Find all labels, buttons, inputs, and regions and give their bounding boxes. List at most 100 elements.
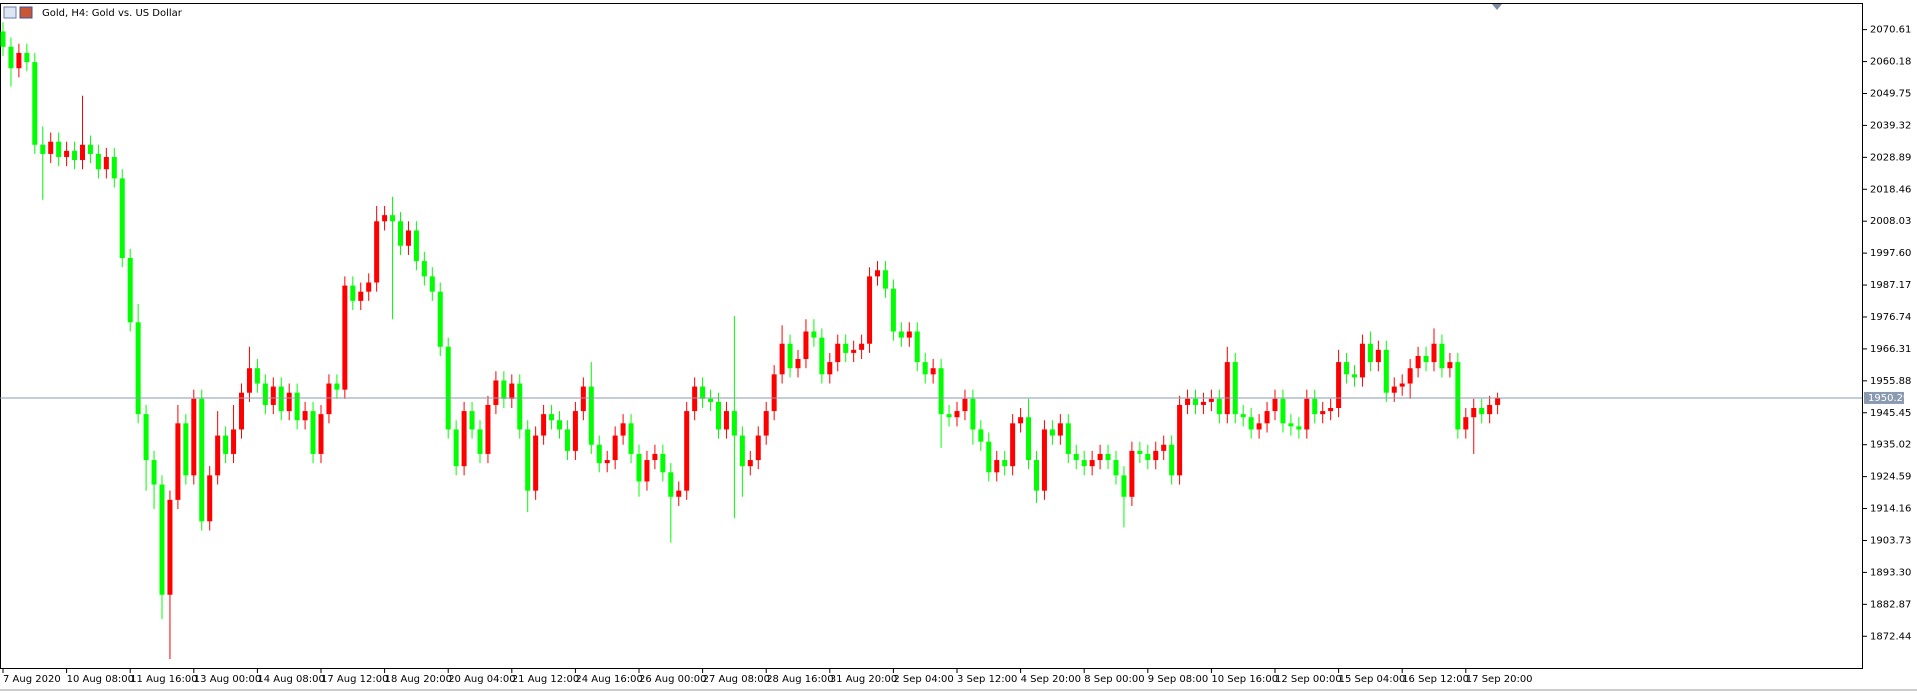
candle-body — [1487, 404, 1493, 415]
candle-body — [557, 420, 562, 430]
x-tick-label: 20 Aug 04:00 — [448, 674, 515, 685]
y-tick-label: 1966.31 — [1870, 344, 1911, 355]
y-tick-label: 2028.89 — [1870, 152, 1911, 163]
candle-body — [445, 346, 451, 430]
candle-body — [1471, 408, 1477, 418]
candle-body — [668, 472, 674, 497]
x-tick-label: 12 Sep 00:00 — [1275, 674, 1342, 685]
y-tick-label: 2060.18 — [1870, 57, 1911, 68]
candle-body — [1495, 397, 1501, 405]
candle-body — [310, 411, 316, 454]
candle-body — [1399, 383, 1405, 387]
candle-body — [382, 215, 388, 222]
candle-body — [1010, 423, 1016, 467]
y-tick-label: 1903.73 — [1870, 535, 1911, 546]
candle-body — [56, 141, 62, 157]
x-tick-label: 7 Aug 2020 — [3, 674, 61, 685]
candle-body — [1264, 411, 1270, 424]
candle-body — [302, 411, 308, 421]
candle-body — [191, 398, 197, 476]
candle-body — [723, 411, 729, 430]
shift-marker — [1492, 4, 1502, 10]
candle-body — [827, 362, 833, 375]
candle-body — [1280, 398, 1286, 424]
candle-body — [1288, 423, 1294, 427]
candle-body — [183, 423, 189, 476]
candle-body — [962, 398, 968, 412]
candle-body — [771, 374, 777, 412]
candle-body — [747, 460, 753, 467]
x-tick-label: 27 Aug 08:00 — [703, 674, 770, 685]
candle-body — [318, 414, 324, 454]
y-tick-label: 1935.02 — [1870, 440, 1911, 451]
candle-body — [358, 291, 364, 301]
candle-body — [684, 411, 690, 491]
candle-body — [405, 230, 411, 246]
candle-body — [32, 62, 38, 145]
candle-body — [254, 368, 260, 384]
candle-body — [628, 423, 634, 454]
candle-body — [851, 349, 857, 353]
candle-body — [1320, 411, 1326, 415]
candle-body — [159, 484, 165, 595]
candle-body — [1479, 408, 1485, 415]
candle-body — [469, 411, 475, 430]
y-tick-label: 1987.17 — [1870, 280, 1911, 291]
candle-body — [549, 414, 555, 421]
candle-body — [1352, 374, 1357, 378]
candle-body — [676, 490, 682, 497]
candle-body — [994, 460, 1000, 473]
y-tick-label: 2008.03 — [1870, 216, 1911, 227]
candle-body — [533, 435, 539, 491]
candle-body — [278, 386, 284, 412]
candle-body — [970, 398, 976, 430]
candle-body — [24, 52, 30, 63]
candle-body — [922, 362, 928, 375]
candle-body — [517, 383, 523, 430]
window-icon — [3, 6, 17, 19]
candle-body — [708, 398, 714, 402]
x-tick-label: 21 Aug 12:00 — [512, 674, 579, 685]
candle-body — [390, 215, 396, 222]
candle-body — [493, 380, 499, 405]
x-tick-label: 4 Sep 20:00 — [1021, 674, 1081, 685]
chart-title: Gold, H4: Gold vs. US Dollar — [42, 8, 183, 19]
candle-body — [413, 230, 419, 262]
candle-body — [1296, 426, 1302, 430]
candle-body — [1089, 460, 1095, 467]
candle-body — [87, 144, 93, 154]
candle-body — [588, 386, 594, 445]
candle-body — [835, 343, 841, 363]
candle-body — [334, 383, 340, 390]
x-tick-label: 3 Sep 12:00 — [957, 674, 1017, 685]
candle-body — [199, 398, 205, 522]
candle-body — [1137, 450, 1143, 454]
candle-body — [366, 282, 372, 292]
y-tick-label: 1914.16 — [1870, 504, 1911, 515]
candle-body — [0, 31, 6, 47]
x-tick-label: 2 Sep 04:00 — [893, 674, 953, 685]
candle-body — [716, 401, 721, 430]
candle-body — [1407, 368, 1413, 384]
candle-body — [1129, 450, 1135, 497]
candle-body — [867, 276, 873, 344]
candle-body — [572, 411, 578, 451]
candle-body — [620, 423, 626, 436]
candle-body — [1049, 429, 1055, 436]
candle-body — [580, 386, 586, 412]
candle-body — [1240, 414, 1246, 418]
candle-body — [1113, 460, 1119, 476]
candle-body — [16, 52, 22, 69]
candle-body — [1272, 398, 1278, 412]
candle-body — [1304, 398, 1310, 430]
candle-body — [501, 380, 507, 399]
candle-body — [1439, 343, 1445, 369]
candle-body — [1169, 444, 1175, 476]
candle-body — [1336, 362, 1342, 409]
y-tick-label: 1882.87 — [1870, 599, 1911, 610]
candle-body — [1391, 386, 1397, 393]
candle-body — [1161, 444, 1167, 451]
x-tick-label: 9 Sep 08:00 — [1148, 674, 1208, 685]
candle-body — [119, 178, 125, 259]
